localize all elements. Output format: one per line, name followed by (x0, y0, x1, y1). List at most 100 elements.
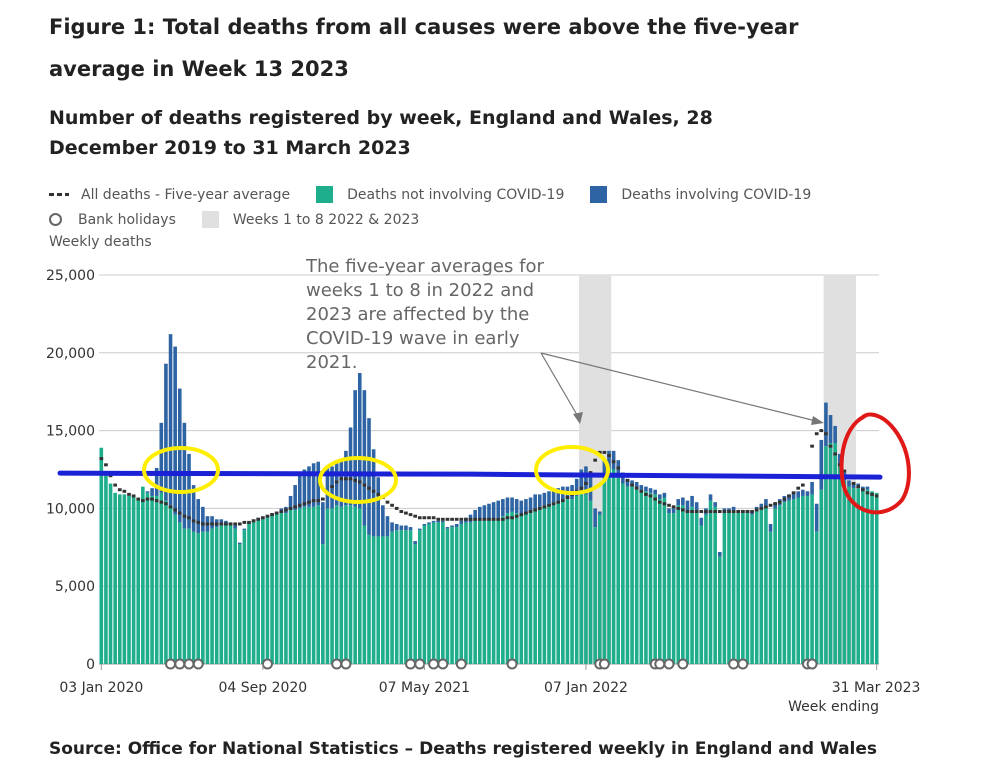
average-marker (104, 463, 108, 467)
bar-covid (685, 500, 690, 512)
bar-covid (805, 491, 810, 496)
y-tick-label: 15,000 (46, 424, 95, 440)
legend-item-shaded-weeks[interactable]: Weeks 1 to 8 2022 & 2023 (201, 211, 419, 228)
bar-covid (436, 520, 441, 523)
bar-not-covid (759, 508, 764, 664)
bar-covid (551, 489, 556, 503)
bar-covid (427, 522, 431, 524)
bar-not-covid (482, 520, 487, 664)
bar-not-covid (270, 514, 274, 664)
average-marker (173, 508, 177, 512)
bar-covid (510, 497, 514, 512)
average-marker (311, 499, 316, 503)
average-marker (796, 486, 801, 490)
x-tick-label: 07 May 2021 (379, 680, 470, 696)
legend-item-not-covid[interactable]: Deaths not involving COVID-19 (316, 186, 564, 203)
bar-not-covid (357, 508, 362, 664)
bar-not-covid (828, 443, 833, 664)
bank-holiday-marker (737, 658, 749, 670)
legend-label: Deaths involving COVID-19 (621, 186, 812, 203)
bar-covid (828, 415, 833, 444)
average-marker (464, 517, 468, 521)
bar-not-covid (251, 520, 256, 664)
average-marker (764, 505, 768, 509)
bar-not-covid (450, 527, 454, 664)
bar-not-covid (321, 544, 325, 664)
average-marker (556, 500, 561, 504)
bar-covid (644, 486, 648, 492)
average-marker (708, 510, 713, 514)
average-marker (127, 492, 131, 496)
bar-not-covid (708, 500, 713, 664)
average-marker (519, 513, 524, 517)
bar-not-covid (561, 499, 565, 664)
annotation-line-1: The five-year averages for (305, 256, 544, 277)
average-marker (330, 485, 334, 489)
bar-not-covid (288, 509, 293, 664)
bar-covid (501, 499, 505, 517)
average-marker (681, 508, 685, 512)
bar-not-covid (417, 530, 422, 664)
figure-title: Figure 1: Total deaths from all causes w… (49, 15, 799, 81)
legend-item-covid[interactable]: Deaths involving COVID-19 (590, 186, 811, 203)
bar-not-covid (496, 517, 501, 664)
average-marker (233, 522, 237, 526)
bar-covid (634, 481, 639, 489)
bar-covid (524, 499, 528, 514)
average-marker (842, 469, 847, 473)
average-marker (657, 500, 662, 504)
bar-covid (219, 519, 224, 526)
average-marker (141, 499, 145, 503)
bar-not-covid (579, 492, 584, 664)
average-marker (302, 502, 307, 506)
bar-not-covid (741, 513, 745, 664)
average-marker (865, 491, 870, 495)
bar-covid (814, 503, 819, 532)
bar-covid (237, 542, 242, 545)
y-tick-label: 10,000 (46, 501, 95, 517)
bar-not-covid (191, 531, 196, 664)
bar-not-covid (117, 494, 122, 664)
x-tick-label: 03 Jan 2020 (59, 680, 143, 696)
x-tick-label: 31 Mar 2023 (832, 680, 921, 696)
bar-not-covid (625, 486, 630, 664)
bar-covid (801, 489, 805, 496)
shade-layer (579, 275, 856, 664)
average-marker (450, 517, 454, 521)
bar-not-covid (630, 486, 634, 664)
yellow-highlight-circle (534, 445, 610, 495)
bar-not-covid (122, 494, 127, 664)
bank-holiday-marker (663, 658, 675, 670)
bar-covid (662, 492, 667, 498)
bar-not-covid (233, 528, 237, 664)
average-marker (344, 477, 348, 481)
bar-not-covid (657, 499, 662, 664)
bar-not-covid (224, 525, 228, 664)
average-marker (307, 500, 311, 504)
bar-not-covid (796, 497, 801, 664)
bar-covid (353, 390, 357, 507)
bar-covid (293, 485, 297, 510)
bar-covid (764, 499, 768, 506)
average-marker (404, 511, 408, 515)
bar-not-covid (464, 522, 468, 664)
average-marker (542, 505, 547, 509)
bar-covid (482, 505, 487, 521)
blue-reference-line (57, 470, 883, 480)
bar-covid (408, 527, 413, 531)
bar-not-covid (219, 525, 224, 664)
bar-covid (833, 425, 837, 444)
bank-holiday-marker (654, 658, 666, 670)
legend-item-bank-holidays[interactable]: Bank holidays (49, 212, 176, 228)
bar-not-covid (750, 514, 754, 664)
bar-not-covid (376, 536, 381, 664)
legend-item-five-year-average[interactable]: All deaths - Five-year average (49, 187, 290, 203)
bar-not-covid (201, 531, 205, 664)
bar-not-covid (639, 489, 644, 664)
average-marker (630, 483, 634, 487)
average-marker (385, 500, 390, 504)
bar-covid (431, 520, 436, 523)
bar-not-covid (782, 502, 787, 664)
bar-not-covid (367, 534, 371, 664)
